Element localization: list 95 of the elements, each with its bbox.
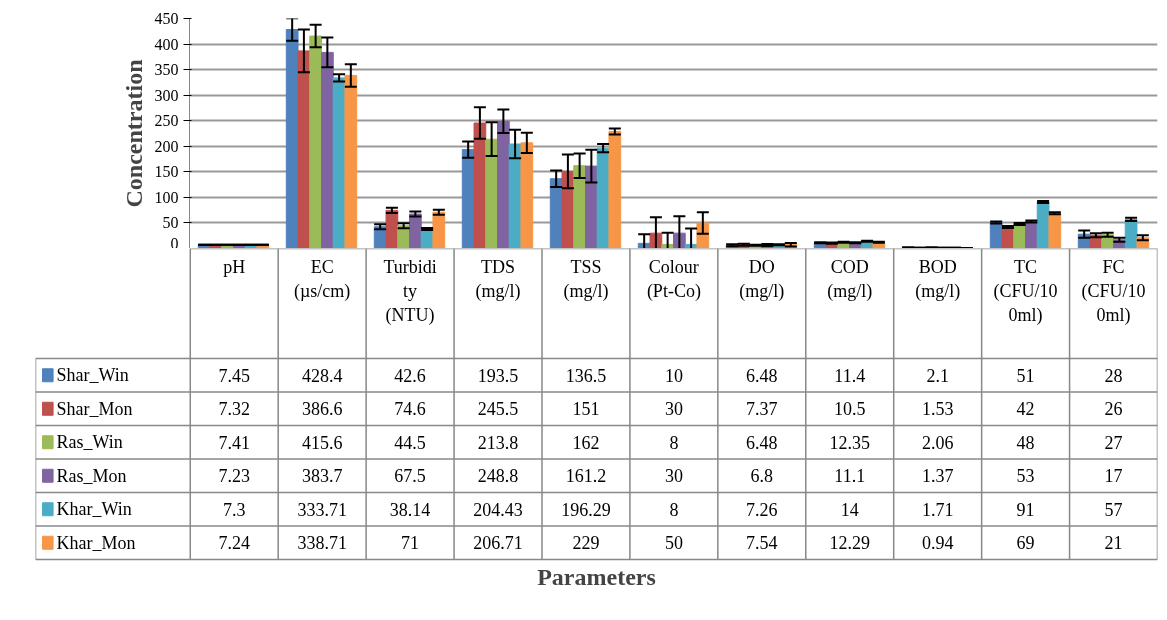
data-label: 48 <box>1016 432 1035 453</box>
data-label: 28 <box>1104 365 1123 386</box>
data-label: 193.5 <box>477 365 519 386</box>
y-tick-label: 300 <box>154 86 179 104</box>
data-label: 53 <box>1016 466 1035 487</box>
text: Parameters <box>537 563 656 590</box>
data-label: 7.26 <box>746 499 778 520</box>
data-label: 8 <box>669 499 679 520</box>
legend-label: Khar_Win <box>56 499 132 520</box>
x-tick-label: EC (µs/cm) <box>293 256 351 302</box>
data-label: 383.7 <box>301 466 343 487</box>
data-label: 7.24 <box>218 533 250 554</box>
data-label: 7.54 <box>746 533 778 554</box>
data-label: 245.5 <box>477 399 519 420</box>
data-label: 6.48 <box>746 365 778 386</box>
data-label: 2.06 <box>921 432 954 453</box>
data-label: 50 <box>664 533 683 554</box>
data-label: 38.14 <box>389 499 431 520</box>
legend-label: Shar_Win <box>56 365 129 386</box>
x-tick-label: TDS (mg/l) <box>475 256 521 302</box>
data-label: 206.71 <box>473 533 523 554</box>
data-label: 7.37 <box>746 399 778 420</box>
data-label: 428.4 <box>301 365 343 386</box>
data-label: 10.5 <box>833 399 866 420</box>
data-label: 67.5 <box>394 466 426 487</box>
y-tick-label: 400 <box>154 35 179 53</box>
data-label: 71 <box>401 533 420 554</box>
data-label: 30 <box>664 466 683 487</box>
data-label: 2.1 <box>926 365 949 386</box>
data-label: 7.23 <box>218 466 250 487</box>
data-label: 26 <box>1104 399 1123 420</box>
y-tick-label: 200 <box>154 137 179 155</box>
x-tick-label: pH <box>223 256 246 277</box>
data-label: 248.8 <box>477 466 519 487</box>
data-label: 415.6 <box>301 432 343 453</box>
data-label: 213.8 <box>477 432 519 453</box>
data-label: 8 <box>669 432 679 453</box>
data-label: 17 <box>1104 466 1123 487</box>
y-tick-label: 250 <box>154 112 179 130</box>
data-label: 12.29 <box>829 533 870 554</box>
data-label: 338.71 <box>297 533 347 554</box>
y-tick-label: 100 <box>154 188 179 206</box>
y-tick-label: 450 <box>154 10 179 27</box>
data-label: 11.4 <box>834 365 866 386</box>
data-label: 11.1 <box>834 466 866 487</box>
legend-label: Khar_Mon <box>56 532 136 553</box>
data-label: 21 <box>1104 533 1123 554</box>
data-label: 12.35 <box>829 432 870 453</box>
legend-label: Shar_Mon <box>56 398 133 419</box>
x-tick-label: COD (mg/l) <box>827 256 873 302</box>
data-label: 30 <box>664 399 683 420</box>
data-label: 136.5 <box>565 365 607 386</box>
data-label: 1.53 <box>921 399 954 420</box>
data-label: 386.6 <box>301 399 343 420</box>
data-label: 44.5 <box>394 432 426 453</box>
data-label: 204.43 <box>473 499 523 520</box>
x-tick-label: FC (CFU/100ml) <box>1081 256 1146 326</box>
x-tick-label: TSS (mg/l) <box>563 256 609 302</box>
data-label: 7.45 <box>218 365 250 386</box>
x-tick-label: Colour (Pt-Co) <box>646 256 701 302</box>
data-label: 14 <box>840 499 859 520</box>
data-label: 74.6 <box>394 399 426 420</box>
x-tick-label: DO (mg/l) <box>739 256 785 302</box>
data-label: 6.8 <box>750 466 774 487</box>
data-label: 1.37 <box>921 466 954 487</box>
data-label: 7.32 <box>218 399 250 420</box>
data-label: 7.41 <box>218 432 250 453</box>
data-label: 42.6 <box>394 365 426 386</box>
y-tick-label: 350 <box>154 61 179 79</box>
x-tick-label: BOD (mg/l) <box>915 256 961 302</box>
y-tick-label: 50 <box>162 214 179 232</box>
y-tick-label: 0 <box>170 234 179 252</box>
x-tick-label: Turbidity (NTU) <box>383 256 437 326</box>
data-label: 51 <box>1016 365 1035 386</box>
data-label: 69 <box>1016 533 1035 554</box>
data-label: 162 <box>572 432 600 453</box>
data-label: 91 <box>1016 499 1035 520</box>
data-label: 196.29 <box>561 499 611 520</box>
data-label: 229 <box>572 533 600 554</box>
data-label: 6.48 <box>746 432 778 453</box>
y-tick-label: 150 <box>154 163 179 181</box>
data-label: 151 <box>572 399 600 420</box>
data-label: 7.3 <box>222 499 246 520</box>
data-label: 57 <box>1104 499 1123 520</box>
data-label: 10 <box>664 365 683 386</box>
legend-label: Ras_Mon <box>56 465 127 486</box>
data-label: 333.71 <box>297 499 347 520</box>
data-label: 161.2 <box>565 466 607 487</box>
data-label: 27 <box>1104 432 1123 453</box>
data-label: 0.94 <box>921 533 954 554</box>
data-label: 42 <box>1016 399 1035 420</box>
data-label: 1.71 <box>921 499 954 520</box>
x-tick-label: TC (CFU/100ml) <box>993 256 1058 326</box>
y-axis-title: Concentration <box>120 59 147 208</box>
legend-label: Ras_Win <box>56 432 123 453</box>
